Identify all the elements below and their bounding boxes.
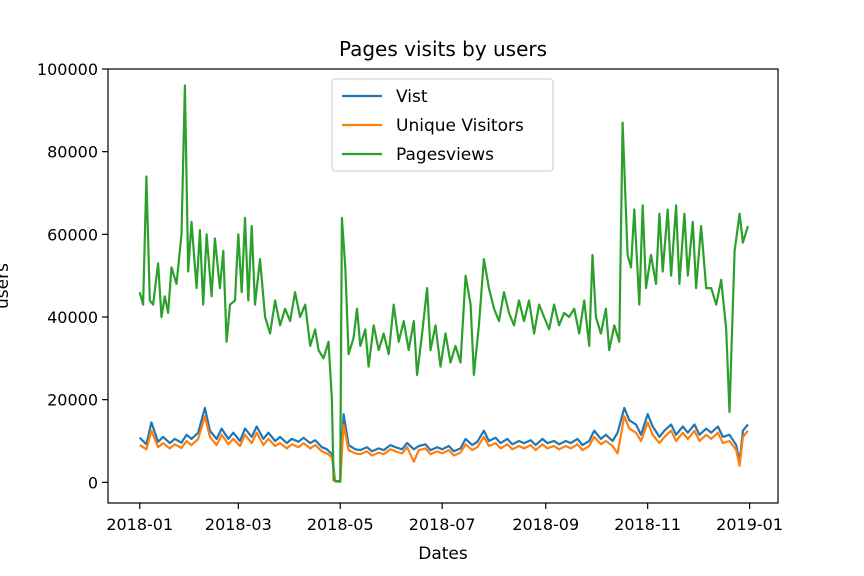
x-tick-label: 2019-01	[716, 515, 783, 534]
y-axis-label: users	[0, 263, 13, 309]
series-lines	[138, 84, 749, 483]
y-tick-label: 100000	[37, 60, 98, 79]
legend-box	[331, 78, 554, 172]
chart-title: Pages visits by users	[339, 37, 547, 61]
series-line-2	[138, 84, 749, 483]
plot-frame	[107, 68, 779, 504]
series-line-0	[138, 406, 749, 483]
legend-label-1: Unique Visitors	[396, 116, 524, 136]
y-tick-label: 0	[88, 473, 98, 492]
y-tick-label: 40000	[47, 308, 98, 327]
x-tick-label: 2018-07	[409, 515, 476, 534]
x-tick-label: 2018-03	[205, 515, 272, 534]
y-axis-ticks: 0 20000 40000 60000 80000 100000	[37, 60, 108, 492]
legend: Vist Unique Visitors Pagesviews	[331, 78, 554, 172]
y-tick-label: 60000	[47, 225, 98, 244]
x-axis-label: Dates	[418, 544, 468, 564]
y-tick-label: 80000	[47, 143, 98, 162]
x-axis-ticks: 2018-01 2018-03 2018-05 2018-07 2018-09 2018-…	[106, 503, 783, 534]
legend-label-0: Vist	[396, 87, 428, 107]
x-tick-label: 2018-11	[614, 515, 681, 534]
series-line-1	[139, 415, 749, 483]
legend-label-2: Pagesviews	[396, 145, 494, 165]
x-tick-label: 2018-01	[106, 515, 173, 534]
y-tick-label: 20000	[47, 391, 98, 410]
x-tick-label: 2018-05	[307, 515, 374, 534]
x-tick-label: 2018-09	[512, 515, 579, 534]
